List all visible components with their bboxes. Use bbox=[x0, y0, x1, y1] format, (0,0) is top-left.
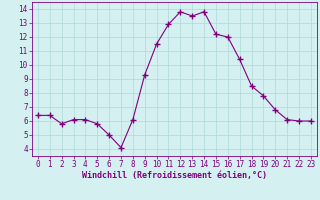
X-axis label: Windchill (Refroidissement éolien,°C): Windchill (Refroidissement éolien,°C) bbox=[82, 171, 267, 180]
